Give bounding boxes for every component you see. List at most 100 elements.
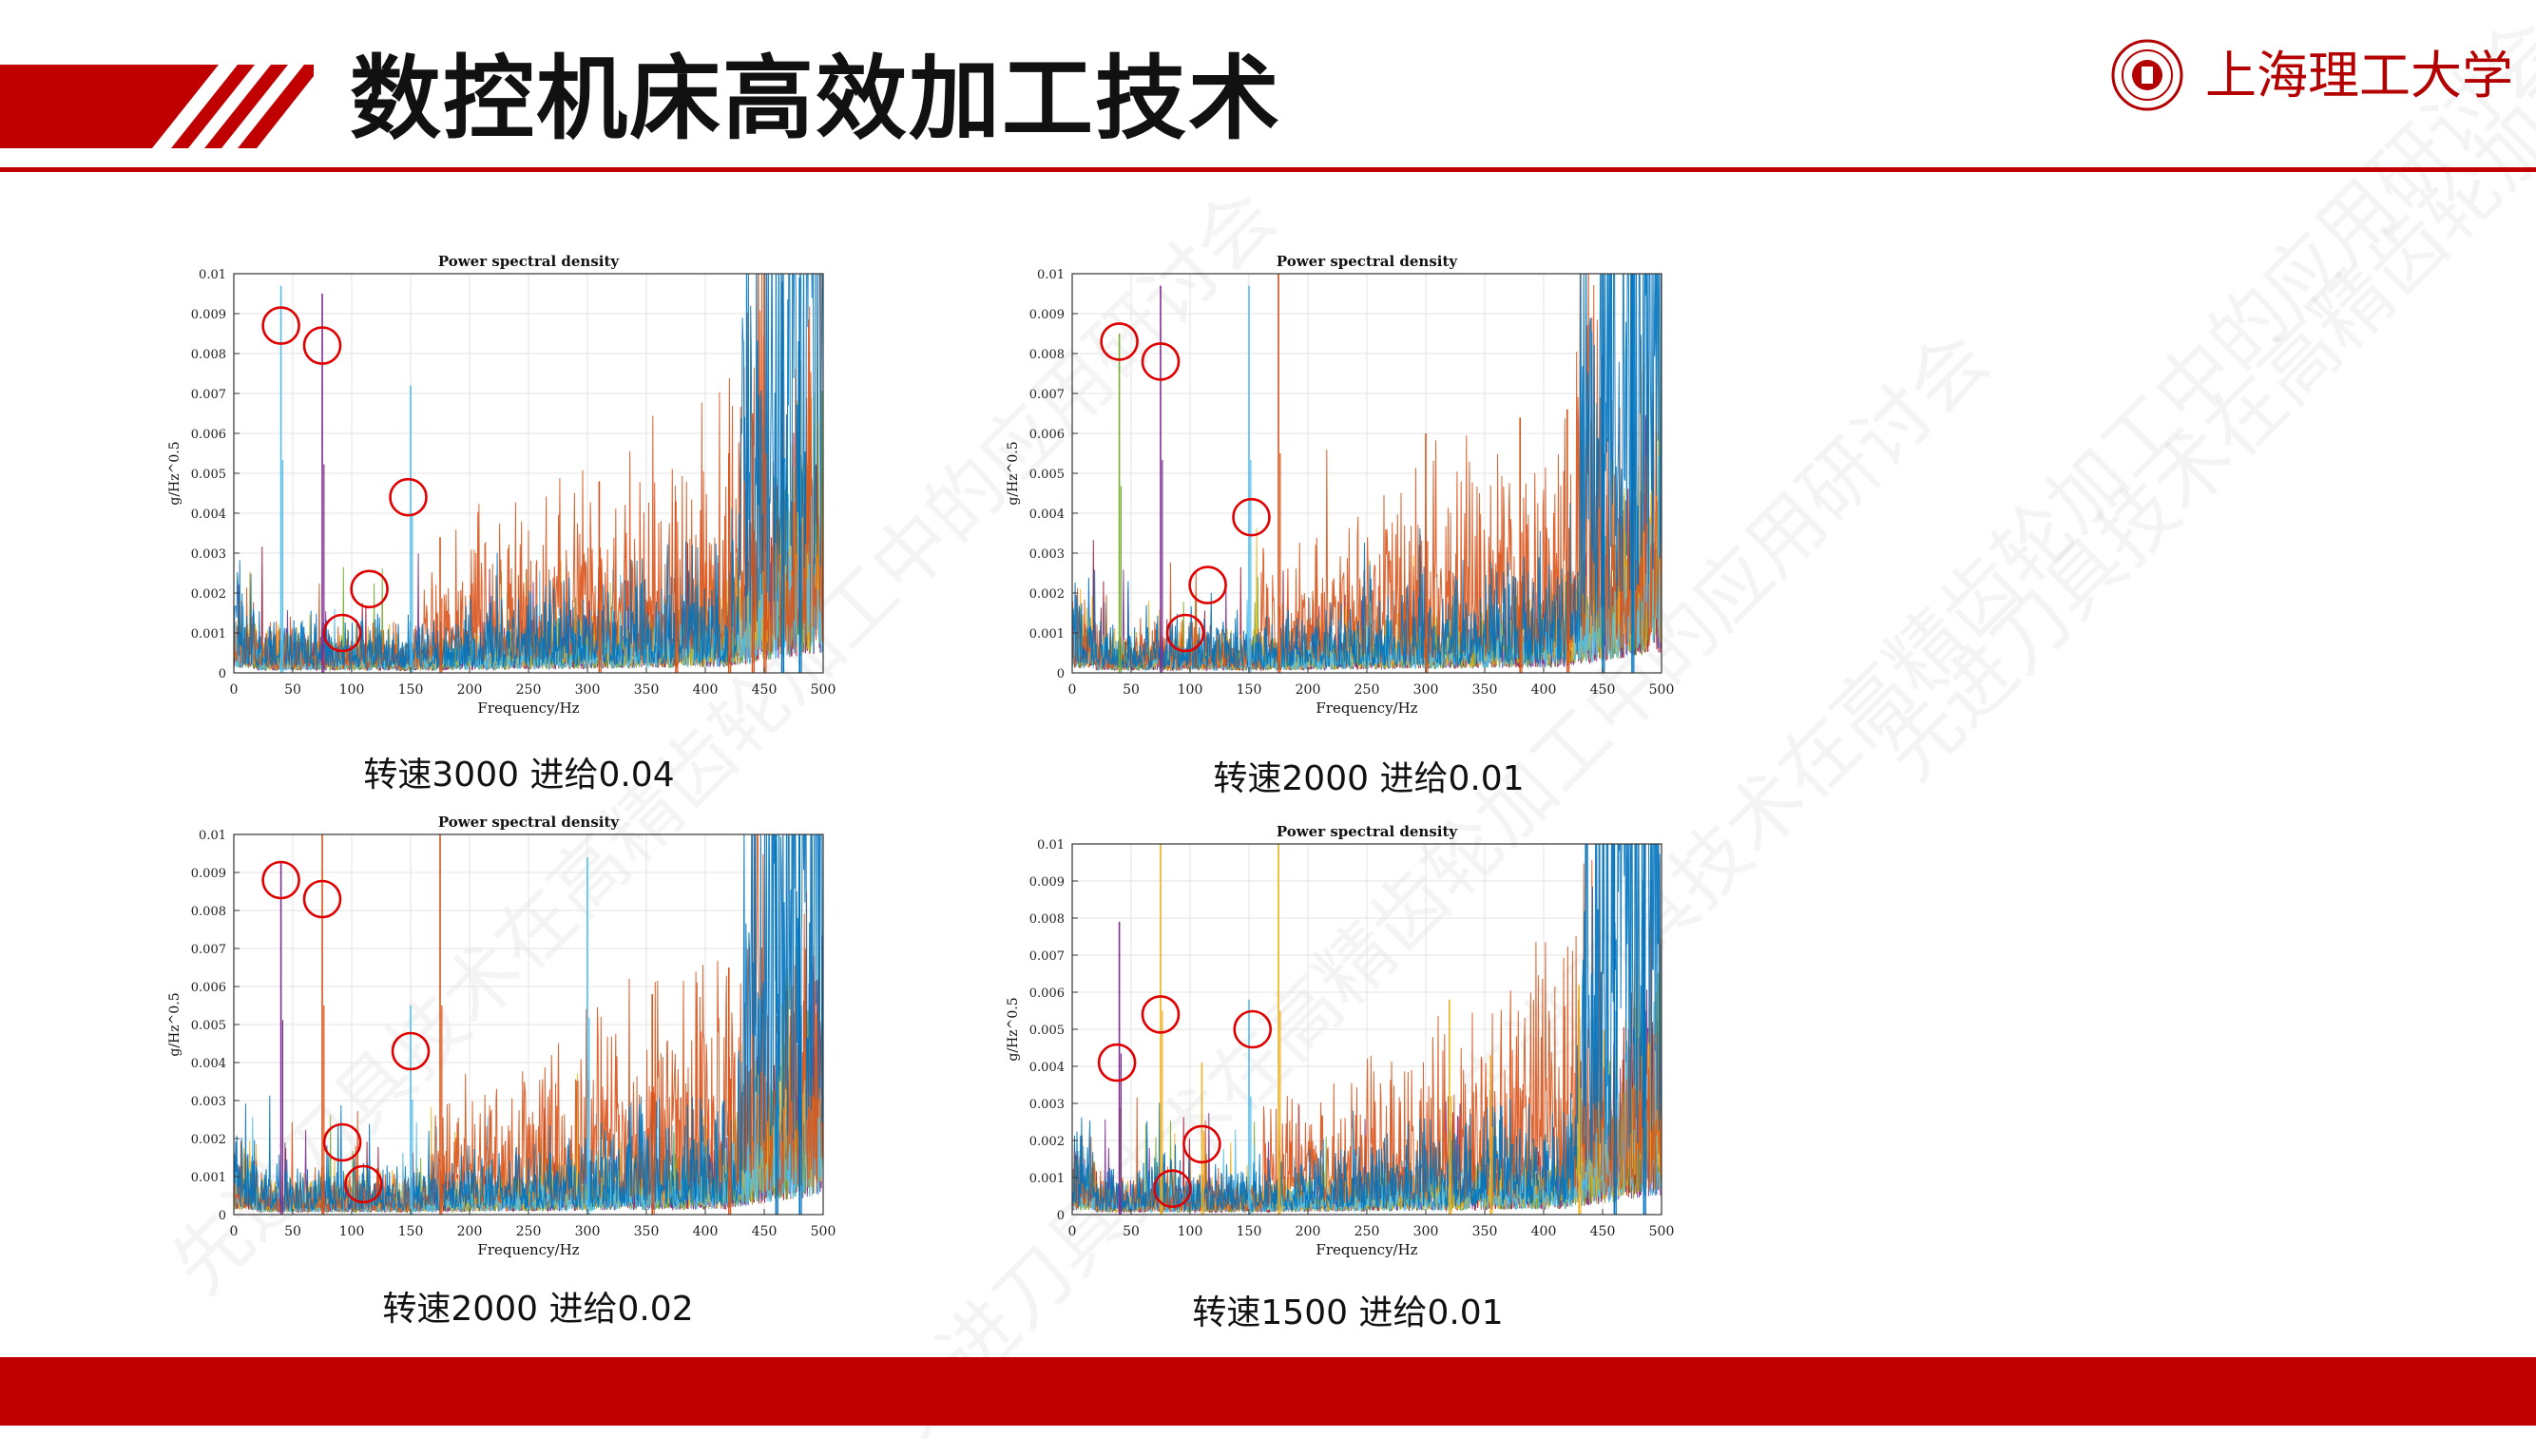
chart-title: Power spectral density bbox=[438, 814, 621, 831]
y-tick-label: 0.007 bbox=[191, 388, 226, 402]
x-tick-label: 50 bbox=[284, 1224, 301, 1239]
x-tick-label: 200 bbox=[457, 1224, 483, 1239]
y-tick-label: 0.01 bbox=[1037, 268, 1065, 282]
highlight-circle bbox=[389, 477, 428, 517]
psd-chart-2: 0 50 100 150 200 250 300 350 400 450 500 0 0.001 0.00… bbox=[1006, 245, 1709, 739]
y-tick-label: 0.006 bbox=[1029, 428, 1065, 442]
chart-caption-2: 转速2000 进给0.01 bbox=[1213, 759, 1525, 798]
chart-caption-4: 转速1500 进给0.01 bbox=[1192, 1293, 1504, 1332]
y-tick-label: 0.002 bbox=[1029, 587, 1065, 602]
highlight-circle bbox=[261, 860, 300, 900]
y-tick-label: 0 bbox=[219, 667, 226, 681]
highlight-circle bbox=[1153, 1169, 1192, 1209]
highlight-circle bbox=[322, 613, 362, 653]
x-axis-label: Frequency/Hz bbox=[1316, 1241, 1417, 1258]
psd-series-line bbox=[234, 274, 823, 670]
x-tick-label: 50 bbox=[1123, 682, 1140, 698]
y-tick-label: 0.004 bbox=[191, 1057, 226, 1071]
x-tick-label: 350 bbox=[634, 682, 660, 698]
psd-series-line bbox=[1072, 274, 1662, 669]
x-tick-label: 450 bbox=[752, 682, 778, 698]
x-tick-label: 50 bbox=[1123, 1224, 1140, 1239]
y-tick-label: 0.009 bbox=[191, 867, 226, 881]
x-axis-label: Frequency/Hz bbox=[477, 1241, 579, 1258]
x-tick-label: 250 bbox=[1354, 682, 1380, 698]
y-tick-label: 0.007 bbox=[1029, 388, 1065, 402]
y-tick-label: 0.001 bbox=[1029, 1172, 1065, 1186]
psd-series-line bbox=[1072, 844, 1662, 1213]
highlight-circle bbox=[344, 1164, 383, 1204]
y-tick-label: 0.008 bbox=[1029, 348, 1065, 362]
header-divider bbox=[0, 167, 2536, 172]
y-tick-label: 0.001 bbox=[191, 1171, 226, 1185]
highlight-circle bbox=[1141, 995, 1181, 1034]
y-tick-label: 0.004 bbox=[1029, 1061, 1065, 1075]
y-tick-label: 0 bbox=[219, 1209, 226, 1223]
x-tick-label: 200 bbox=[1296, 682, 1321, 698]
psd-chart-4: 0 50 100 150 200 250 300 350 400 450 500 0 0.001 0.00… bbox=[1006, 815, 1709, 1281]
y-axis-label: g/Hz^0.5 bbox=[167, 441, 183, 505]
y-tick-label: 0.007 bbox=[191, 943, 226, 957]
y-tick-label: 0.004 bbox=[191, 508, 226, 522]
university-logo: 上海理工大学 bbox=[2110, 34, 2513, 120]
x-tick-label: 250 bbox=[1354, 1224, 1380, 1239]
y-tick-label: 0.005 bbox=[191, 1019, 226, 1033]
highlight-circle bbox=[1233, 1009, 1273, 1049]
y-tick-label: 0.003 bbox=[1029, 1098, 1065, 1112]
y-tick-label: 0.007 bbox=[1029, 949, 1065, 964]
y-tick-label: 0.005 bbox=[1029, 468, 1065, 482]
chart-title: Power spectral density bbox=[1277, 823, 1459, 840]
x-tick-label: 350 bbox=[1472, 1224, 1498, 1239]
x-tick-label: 150 bbox=[1237, 1224, 1262, 1239]
x-tick-label: 0 bbox=[1068, 1224, 1077, 1239]
y-tick-label: 0.008 bbox=[1029, 912, 1065, 927]
chart-caption-3: 转速2000 进给0.02 bbox=[382, 1290, 694, 1329]
x-tick-label: 50 bbox=[284, 682, 301, 698]
x-tick-label: 500 bbox=[811, 1224, 836, 1239]
psd-chart-3: 0 50 100 150 200 250 300 350 400 450 500 0 0.001 0.00… bbox=[167, 806, 871, 1281]
x-tick-label: 500 bbox=[1649, 1224, 1675, 1239]
x-tick-label: 0 bbox=[230, 682, 239, 698]
university-seal-icon bbox=[2111, 39, 2183, 111]
y-tick-label: 0.008 bbox=[191, 905, 226, 919]
x-tick-label: 500 bbox=[1649, 682, 1675, 698]
y-tick-label: 0.001 bbox=[1029, 627, 1065, 642]
header-stripe-decoration bbox=[0, 65, 314, 148]
x-tick-label: 150 bbox=[1237, 682, 1262, 698]
spectrum-traces bbox=[1072, 274, 1662, 673]
y-tick-label: 0.009 bbox=[1029, 875, 1065, 890]
y-tick-label: 0.009 bbox=[191, 308, 226, 322]
y-tick-label: 0.002 bbox=[191, 587, 226, 602]
y-tick-label: 0.01 bbox=[1037, 838, 1065, 853]
y-axis-label: g/Hz^0.5 bbox=[1006, 441, 1021, 505]
highlight-circle bbox=[1100, 322, 1139, 361]
x-tick-label: 300 bbox=[575, 682, 601, 698]
x-tick-label: 450 bbox=[1590, 1224, 1616, 1239]
highlight-circle bbox=[302, 326, 342, 365]
y-axis-label: g/Hz^0.5 bbox=[167, 992, 183, 1056]
highlight-circle bbox=[1165, 613, 1205, 653]
y-tick-label: 0.002 bbox=[191, 1133, 226, 1147]
y-tick-label: 0.005 bbox=[191, 468, 226, 482]
chart-title: Power spectral density bbox=[438, 253, 621, 270]
x-tick-label: 400 bbox=[1531, 682, 1557, 698]
x-tick-label: 0 bbox=[230, 1224, 239, 1239]
psd-series-line bbox=[234, 274, 823, 670]
highlight-circle bbox=[261, 306, 300, 345]
highlight-circle bbox=[1141, 342, 1181, 381]
x-tick-label: 300 bbox=[575, 1224, 601, 1239]
watermark-text: 先进刀具技术在高精齿轮加工中的应用研讨会 bbox=[1865, 0, 2536, 797]
x-tick-label: 200 bbox=[1296, 1224, 1321, 1239]
x-tick-label: 300 bbox=[1413, 1224, 1439, 1239]
y-tick-label: 0.009 bbox=[1029, 308, 1065, 322]
psd-chart-1: 0 50 100 150 200 250 300 350 400 450 500 0 0.001 0.00… bbox=[167, 245, 871, 739]
y-tick-label: 0 bbox=[1057, 667, 1065, 681]
y-tick-label: 0.006 bbox=[1029, 987, 1065, 1001]
chart-title: Power spectral density bbox=[1277, 253, 1459, 270]
highlight-circle bbox=[1097, 1043, 1137, 1082]
y-tick-label: 0.006 bbox=[191, 981, 226, 995]
spectrum-traces bbox=[1072, 844, 1662, 1215]
x-tick-label: 100 bbox=[1178, 682, 1203, 698]
x-tick-label: 400 bbox=[693, 682, 719, 698]
x-tick-label: 250 bbox=[516, 1224, 542, 1239]
